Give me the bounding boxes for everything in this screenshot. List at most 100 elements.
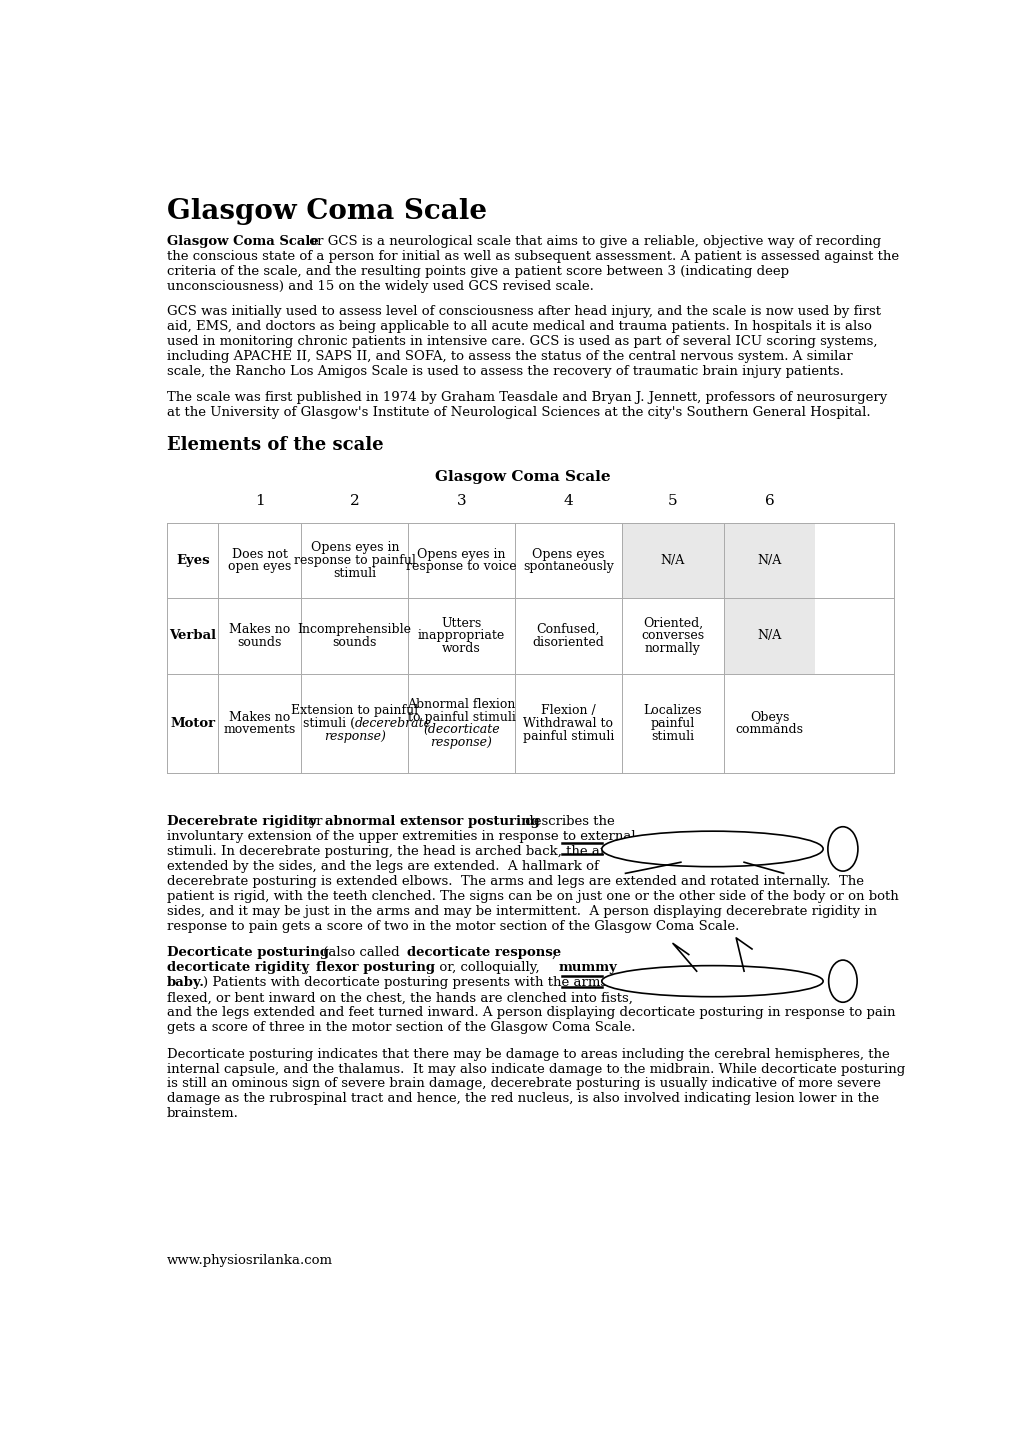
Text: Oriented,: Oriented, [642,617,702,630]
Text: painful stimuli: painful stimuli [522,729,613,742]
Text: Verbal: Verbal [169,630,216,643]
Text: stimuli: stimuli [651,729,694,742]
Text: converses: converses [641,630,704,643]
Text: Glasgow Coma Scale: Glasgow Coma Scale [167,235,319,248]
Text: Decerebrate rigidity: Decerebrate rigidity [167,816,317,829]
Text: N/A: N/A [757,553,782,566]
Text: stimuli. In decerebrate posturing, the head is arched back, the arms are: stimuli. In decerebrate posturing, the h… [167,846,651,859]
Text: or: or [304,816,326,829]
Bar [574,808,890,891]
Bar [621,523,723,598]
Text: stimuli (: stimuli ( [303,718,355,731]
Text: aid, EMS, and doctors as being applicable to all acute medical and trauma patien: aid, EMS, and doctors as being applicabl… [167,320,871,333]
Text: inappropriate: inappropriate [418,630,504,643]
Text: Obeys: Obeys [749,710,789,723]
Text: response to pain gets a score of two in the motor section of the Glasgow Coma Sc: response to pain gets a score of two in … [167,921,739,934]
Text: describes the: describes the [521,816,614,829]
Text: decorticate response: decorticate response [407,947,560,960]
Text: used in monitoring chronic patients in intensive care. GCS is used as part of se: used in monitoring chronic patients in i… [167,336,876,349]
Text: Glasgow Coma Scale: Glasgow Coma Scale [434,470,610,484]
Bar [723,598,814,673]
Text: Makes no: Makes no [229,623,290,635]
Text: sounds: sounds [332,635,377,648]
Text: ,: , [305,961,313,974]
Text: flexor posturing: flexor posturing [315,961,434,974]
Text: Opens eyes in: Opens eyes in [417,548,505,561]
Text: Decorticate posturing: Decorticate posturing [167,947,329,960]
Text: response to painful: response to painful [293,553,416,566]
Text: , or, colloquially,: , or, colloquially, [431,961,543,974]
Text: mummy: mummy [557,961,616,974]
Text: movements: movements [223,723,296,736]
Text: disoriented: disoriented [532,635,603,648]
Ellipse shape [601,965,822,997]
Text: Decorticate posturing indicates that there may be damage to areas including the : Decorticate posturing indicates that the… [167,1048,889,1061]
Text: (decorticate: (decorticate [423,723,499,736]
Text: 5: 5 [667,494,677,509]
Text: Opens eyes: Opens eyes [532,548,604,561]
Text: ) Patients with decorticate posturing presents with the arms: ) Patients with decorticate posturing pr… [203,977,607,990]
Text: N/A: N/A [660,553,685,566]
Text: involuntary extension of the upper extremities in response to external: involuntary extension of the upper extre… [167,830,635,843]
Text: response to voice: response to voice [406,561,517,574]
Text: Utters: Utters [441,617,481,630]
Text: extended by the sides, and the legs are extended.  A hallmark of: extended by the sides, and the legs are … [167,860,598,873]
Text: Opens eyes in: Opens eyes in [310,542,398,555]
Text: the conscious state of a person for initial as well as subsequent assessment. A : the conscious state of a person for init… [167,251,899,264]
Text: scale, the Rancho Los Amigos Scale is used to assess the recovery of traumatic b: scale, the Rancho Los Amigos Scale is us… [167,366,843,379]
Text: Makes no: Makes no [229,710,290,723]
Text: Glasgow Coma Scale: Glasgow Coma Scale [167,199,487,225]
Text: 2: 2 [350,494,360,509]
Text: Localizes: Localizes [643,705,701,718]
Text: decerebrate: decerebrate [355,718,431,731]
Text: words: words [441,643,480,656]
Text: 4: 4 [562,494,573,509]
Bar [723,523,814,598]
Text: or GCS is a neurological scale that aims to give a reliable, objective way of re: or GCS is a neurological scale that aims… [305,235,879,248]
Text: and the legs extended and feet turned inward. A person displaying decorticate po: and the legs extended and feet turned in… [167,1006,895,1019]
Text: abnormal extensor posturing: abnormal extensor posturing [325,816,539,829]
Text: criteria of the scale, and the resulting points give a patient score between 3 (: criteria of the scale, and the resulting… [167,265,789,278]
Text: sides, and it may be just in the arms and may be intermittent.  A person display: sides, and it may be just in the arms an… [167,905,876,918]
Text: decerebrate posturing is extended elbows.  The arms and legs are extended and ro: decerebrate posturing is extended elbows… [167,875,863,888]
Text: stimuli: stimuli [333,566,376,579]
Text: GCS was initially used to assess level of consciousness after head injury, and t: GCS was initially used to assess level o… [167,305,880,318]
Text: Confused,: Confused, [536,623,599,635]
Ellipse shape [827,827,857,872]
Text: response): response) [323,729,385,742]
Text: baby.: baby. [167,977,205,990]
Text: Withdrawal to: Withdrawal to [523,718,612,731]
Text: flexed, or bent inward on the chest, the hands are clenched into fists,: flexed, or bent inward on the chest, the… [167,991,632,1004]
Ellipse shape [827,960,856,1003]
Text: 3: 3 [457,494,466,509]
Text: brainstem.: brainstem. [167,1108,238,1121]
Text: (also called: (also called [319,947,404,960]
Text: damage as the rubrospinal tract and hence, the red nucleus, is also involved ind: damage as the rubrospinal tract and henc… [167,1092,878,1105]
Text: Abnormal flexion: Abnormal flexion [407,697,516,710]
Text: N/A: N/A [757,630,782,643]
Text: sounds: sounds [237,635,282,648]
Text: open eyes: open eyes [228,561,291,574]
Text: Does not: Does not [231,548,287,561]
Text: unconsciousness) and 15 on the widely used GCS revised scale.: unconsciousness) and 15 on the widely us… [167,280,593,293]
Text: ,: , [550,947,554,960]
Ellipse shape [601,831,822,866]
Text: response): response) [430,736,492,749]
Text: Incomprehensible: Incomprehensible [298,623,412,635]
Text: commands: commands [735,723,803,736]
Text: to painful stimuli: to painful stimuli [408,710,515,723]
Text: spontaneously: spontaneously [523,561,613,574]
Text: normally: normally [644,643,700,656]
Text: including APACHE II, SAPS II, and SOFA, to assess the status of the central nerv: including APACHE II, SAPS II, and SOFA, … [167,350,852,363]
Text: www.physiosrilanka.com: www.physiosrilanka.com [167,1254,332,1267]
Text: at the University of Glasgow's Institute of Neurological Sciences at the city's : at the University of Glasgow's Institute… [167,406,870,419]
Text: Motor: Motor [170,718,215,731]
Text: The scale was first published in 1974 by Graham Teasdale and Bryan J. Jennett, p: The scale was first published in 1974 by… [167,391,887,403]
Text: Elements of the scale: Elements of the scale [167,435,383,454]
Bar [574,944,890,1023]
Text: 1: 1 [255,494,265,509]
Text: patient is rigid, with the teeth clenched. The signs can be on just one or the o: patient is rigid, with the teeth clenche… [167,891,898,904]
Text: is still an ominous sign of severe brain damage, decerebrate posturing is usuall: is still an ominous sign of severe brain… [167,1078,880,1091]
Text: gets a score of three in the motor section of the Glasgow Coma Scale.: gets a score of three in the motor secti… [167,1022,635,1035]
Text: decorticate rigidity: decorticate rigidity [167,961,309,974]
